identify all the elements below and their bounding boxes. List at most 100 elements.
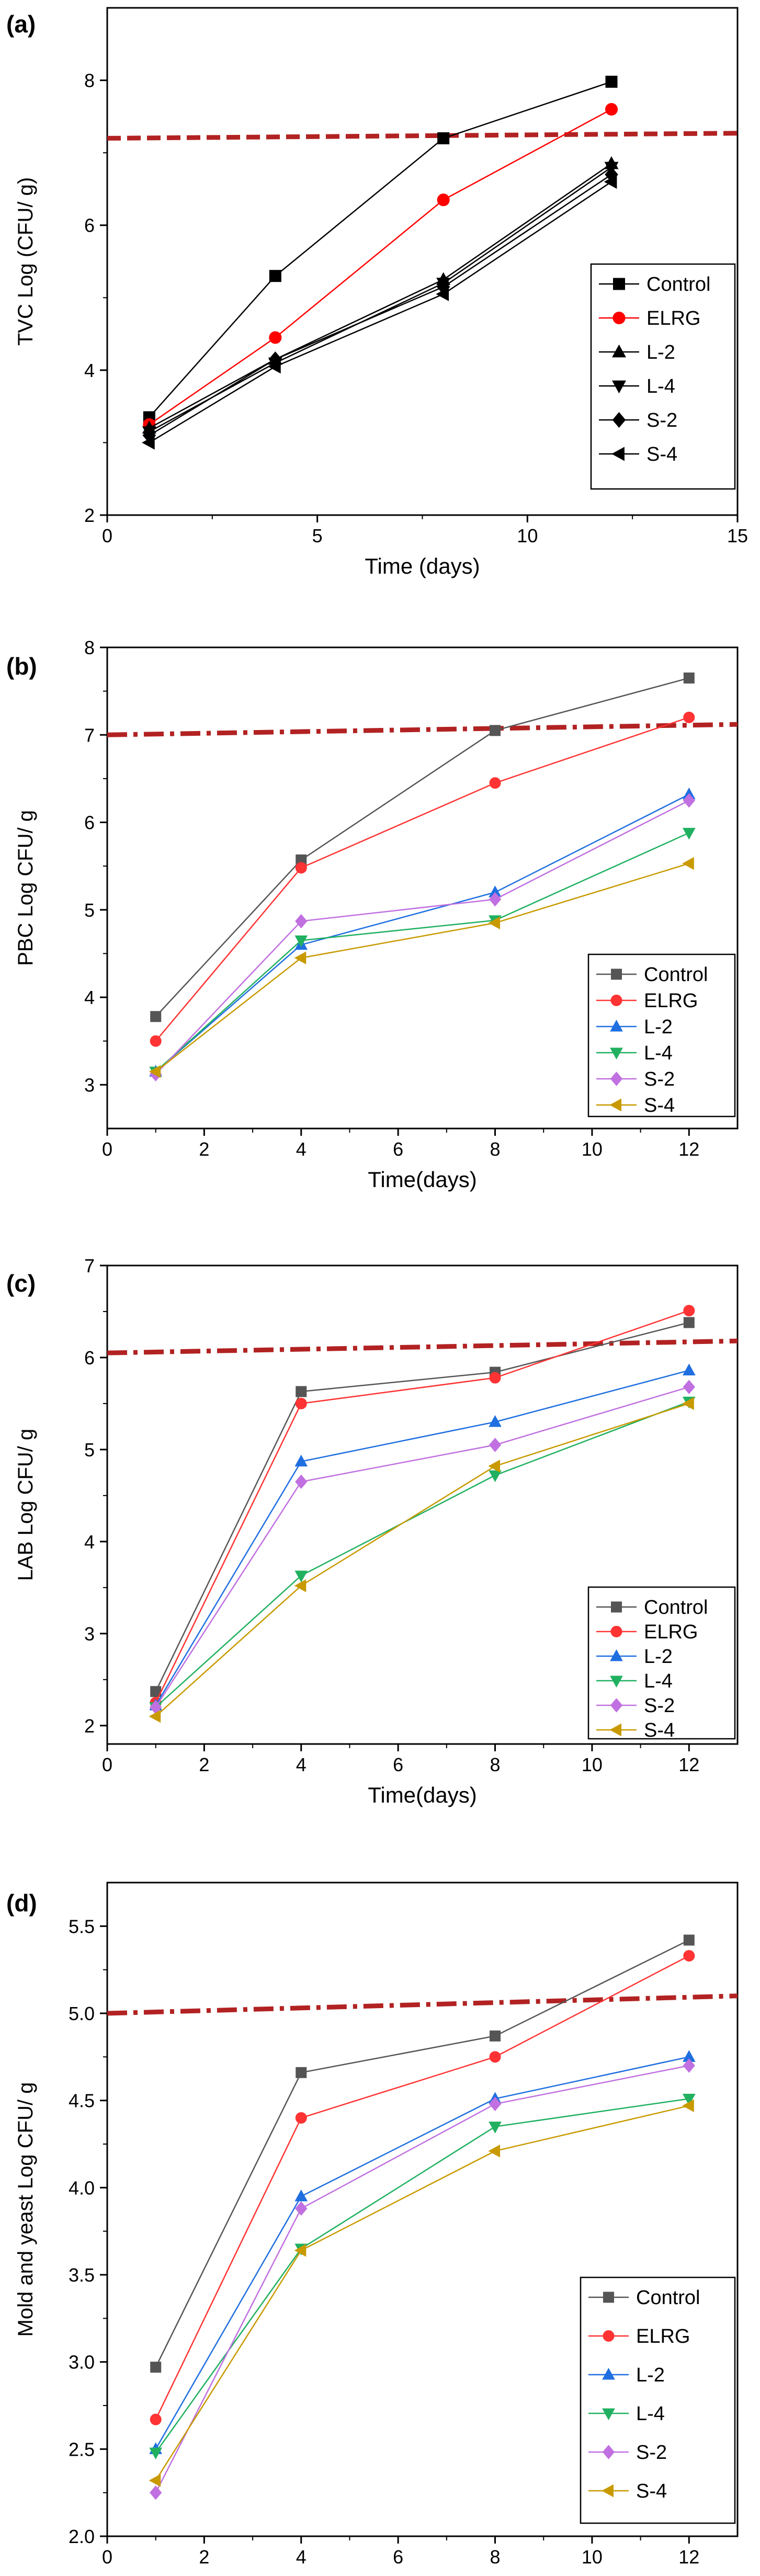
data-point [488, 1460, 501, 1473]
y-tick-label: 4 [84, 987, 95, 1008]
plot-frame [106, 1882, 739, 2537]
y-tick-label: 2.5 [69, 2438, 95, 2460]
series-s-4 [149, 2099, 694, 2487]
legend-swatch-marker [610, 1072, 623, 1086]
series-line [155, 1939, 689, 2368]
legend-swatch-marker [610, 1019, 623, 1032]
legend-swatch-marker [602, 2408, 615, 2421]
series-line [155, 2056, 689, 2449]
x-tick-label: 0 [102, 2546, 112, 2568]
y-tick-label: 2.0 [69, 2526, 95, 2547]
data-point [683, 673, 695, 684]
legend-item: ELRG [596, 990, 698, 1012]
y-tick-label: 6 [84, 812, 95, 834]
legend-item: S-2 [596, 1695, 675, 1717]
legend-swatch-marker [612, 380, 626, 394]
data-point [682, 1397, 694, 1410]
chart-panel-1: (b) 0 2 4 6 8 10 12 3 4 5 6 7 8 Time(days) PBC Log CFU/… [6, 637, 739, 1192]
series-s-4 [149, 1397, 694, 1723]
data-point [294, 951, 307, 965]
x-tick-label: 10 [582, 1754, 603, 1775]
legend-item: Control [588, 2287, 700, 2309]
legend-swatch-marker [609, 1098, 621, 1112]
data-point [489, 1438, 502, 1452]
series-line [155, 832, 689, 1073]
x-tick-label: 8 [490, 1754, 501, 1775]
panel-label: (b) [6, 653, 37, 680]
legend-label: L-2 [644, 1016, 673, 1038]
x-tick-label: 0 [102, 1138, 112, 1160]
x-tick-label: 8 [490, 2546, 501, 2568]
legend-swatch-marker [610, 1698, 623, 1713]
data-point [149, 1065, 161, 1078]
data-point [295, 2201, 308, 2216]
x-tick-label: 5 [312, 525, 323, 546]
data-point [488, 916, 501, 930]
y-tick-label: 7 [84, 724, 95, 746]
legend-label: L-4 [636, 2403, 665, 2425]
series-l-2 [142, 156, 619, 434]
legend-label: S-4 [644, 1095, 675, 1116]
x-tick-label: 10 [582, 1138, 603, 1160]
legend-item: ELRG [599, 307, 700, 329]
data-point [295, 2112, 307, 2124]
x-tick-label: 2 [199, 1138, 209, 1160]
x-tick-label: 2 [199, 1754, 209, 1775]
data-point [489, 892, 502, 907]
y-tick-label: 8 [84, 70, 95, 92]
legend-item: L-4 [596, 1042, 673, 1064]
data-point [296, 2067, 307, 2078]
data-point [294, 2189, 308, 2202]
legend-item: L-2 [596, 1646, 673, 1668]
y-tick-label: 5.5 [69, 1916, 95, 1937]
series-line [155, 716, 689, 1042]
series-elrg [150, 1950, 695, 2425]
data-point [683, 1317, 695, 1328]
legend-swatch-marker [603, 2292, 614, 2303]
chart-panel-0: (a) 0 5 10 15 2 4 6 8 Time (days) TVC Log (CFU/ g)… [6, 7, 748, 578]
x-tick-label: 6 [393, 1138, 403, 1160]
data-point [682, 828, 696, 840]
legend-item: S-2 [588, 2442, 667, 2464]
series-control [143, 75, 618, 424]
x-tick-label: 8 [490, 1138, 501, 1160]
legend-label: ELRG [646, 307, 700, 329]
y-tick-label: 3.5 [69, 2264, 95, 2286]
x-tick-label: 10 [582, 2546, 603, 2568]
legend-item: L-2 [596, 1016, 673, 1038]
data-point [489, 2051, 501, 2063]
y-axis-label: TVC Log (CFU/ g) [14, 177, 37, 346]
data-point [682, 1363, 696, 1376]
legend-swatch-marker [602, 2367, 615, 2380]
legend-item: L-4 [588, 2403, 665, 2425]
data-point [490, 725, 501, 736]
data-point [437, 193, 450, 207]
series-s-4 [149, 857, 694, 1078]
legend-swatch-marker [611, 447, 625, 461]
y-tick-label: 4.0 [69, 2177, 95, 2198]
y-tick-label: 6 [84, 215, 95, 236]
series-s-2 [150, 2058, 695, 2500]
data-point [490, 2030, 501, 2042]
data-point [489, 1415, 502, 1427]
data-point [150, 1035, 162, 1047]
legend-swatch-marker [603, 2330, 615, 2342]
legend-item: S-2 [599, 409, 677, 431]
data-point [296, 1386, 307, 1397]
panel-label: (c) [6, 1270, 36, 1297]
chart-panel-3: (d)0246810122.02.53.03.54.04.55.05.5Time… [6, 1882, 739, 2576]
legend-swatch-marker [602, 2484, 614, 2498]
data-point [150, 1011, 162, 1022]
legend-item: L-2 [588, 2364, 665, 2386]
y-tick-label: 3.0 [69, 2352, 95, 2373]
data-point [295, 914, 308, 929]
legend-item: ELRG [588, 2326, 690, 2347]
x-tick-label: 10 [517, 525, 538, 546]
legend-label: S-4 [644, 1719, 675, 1741]
data-point [489, 2122, 502, 2134]
legend-swatch-marker [612, 344, 626, 358]
